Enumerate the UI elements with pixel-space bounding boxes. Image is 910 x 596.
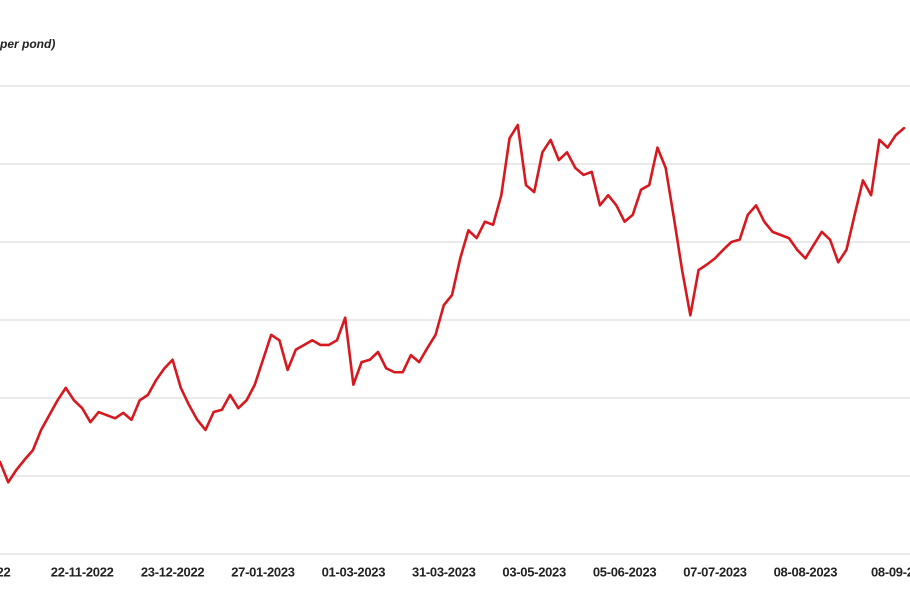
x-tick-label: 27-01-2023	[231, 564, 295, 579]
x-tick-label: 05-06-2023	[593, 564, 657, 579]
x-tick-label: 01-03-2023	[322, 564, 386, 579]
price-line	[0, 123, 906, 484]
x-tick-label: 03-05-2023	[502, 564, 566, 579]
x-tick-label: 07-07-2023	[683, 564, 747, 579]
y-axis-label: per pond)	[0, 37, 55, 51]
x-tick-label: 08-09-20	[871, 564, 910, 579]
x-tick-label: 23-12-2022	[141, 564, 205, 579]
x-tick-label: 31-03-2023	[412, 564, 476, 579]
x-tick-label: 022	[0, 564, 10, 579]
x-tick-label: 08-08-2023	[774, 564, 838, 579]
x-tick-label: 22-11-2022	[51, 564, 114, 579]
